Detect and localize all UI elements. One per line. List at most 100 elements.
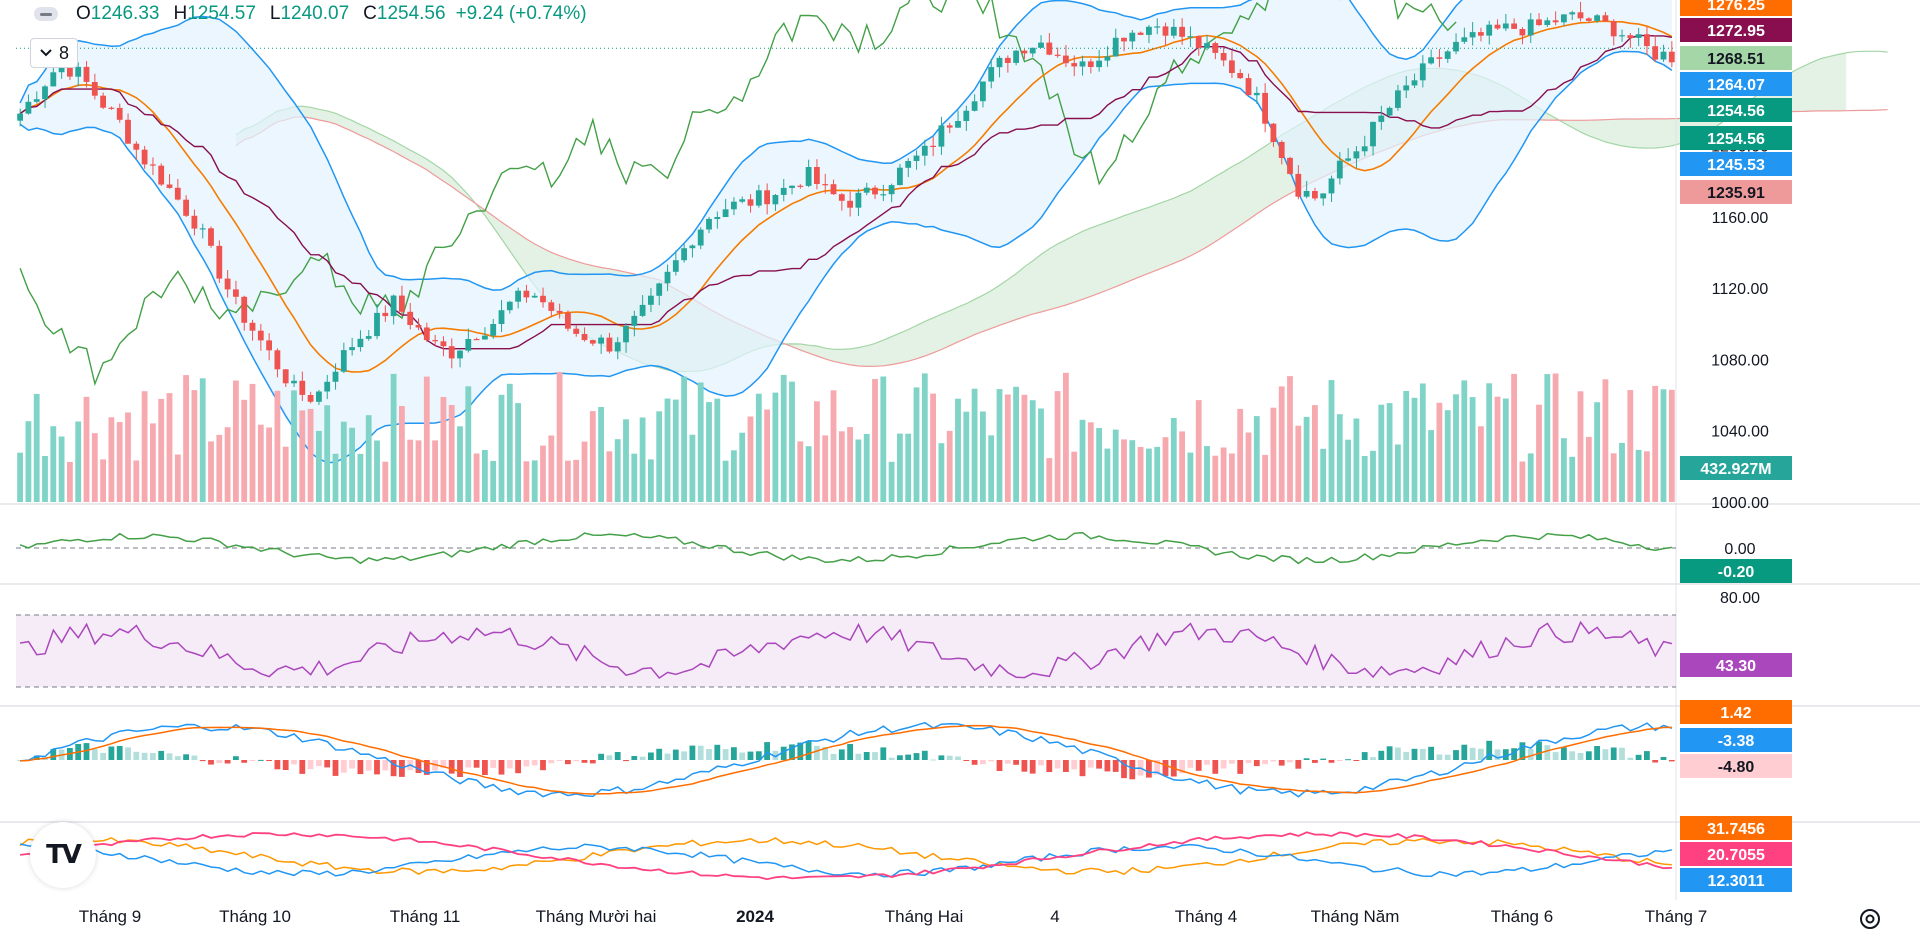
low-label: L — [269, 3, 281, 24]
candle-body — [1204, 43, 1210, 48]
candle-body — [199, 228, 206, 230]
candle-body — [755, 190, 762, 206]
volume-bar — [1303, 416, 1310, 502]
candle-body — [490, 324, 497, 336]
volume-bar — [847, 427, 853, 502]
indicators-toggle-button[interactable]: 8 — [30, 38, 79, 68]
macd-histogram-bar — [1610, 747, 1617, 760]
candle-body — [631, 315, 638, 326]
volume-bar — [805, 446, 812, 502]
volume-bar — [1104, 448, 1111, 502]
volume-bar — [349, 427, 355, 502]
candle-body — [423, 327, 430, 341]
macd-histogram-bar — [1096, 760, 1102, 769]
macd-histogram-bar — [1303, 758, 1310, 760]
volume-bar — [208, 441, 214, 502]
volume-bar — [780, 374, 787, 502]
gear-icon[interactable] — [1856, 905, 1884, 933]
macd-histogram-bar — [1013, 760, 1019, 765]
adx-label: 20.7055 — [1707, 847, 1765, 864]
volume-bar — [681, 376, 687, 502]
macd-histogram-bar — [639, 756, 646, 760]
macd-histogram-bar — [1295, 760, 1302, 769]
candle-body — [1262, 92, 1268, 124]
macd-histogram-bar — [1461, 744, 1468, 760]
candle-body — [648, 295, 654, 305]
volume-bar — [282, 446, 289, 502]
macd-histogram-bar — [838, 749, 845, 760]
macd-histogram-bar — [1312, 760, 1318, 763]
volume-bar — [996, 389, 1003, 502]
volume-bar — [67, 462, 73, 502]
candle-body — [108, 107, 115, 109]
volume-bar — [880, 376, 887, 502]
candle-body — [17, 113, 23, 121]
volume-bar — [797, 441, 804, 502]
candle-body — [282, 369, 289, 384]
eye-toggle-icon[interactable] — [34, 7, 58, 21]
volume-bar — [1187, 452, 1194, 502]
macd-histogram-bar — [448, 760, 455, 774]
volume-bar — [1071, 451, 1078, 502]
time-tick-label: 4 — [1050, 907, 1059, 926]
candle-body — [1536, 19, 1542, 26]
candle-body — [581, 334, 588, 341]
price-axis[interactable]: 1200.001160.001120.001080.001040.001000.… — [1680, 0, 1792, 892]
macd-histogram-bar — [739, 752, 746, 760]
candle-body — [1038, 42, 1044, 48]
volume-bar — [266, 427, 272, 502]
macd-histogram-bar — [1262, 760, 1268, 765]
candle-body — [1610, 21, 1617, 37]
volume-bar — [1569, 456, 1576, 502]
volume-bar — [299, 410, 306, 502]
candle-body — [672, 260, 679, 272]
macd-histogram-bar — [1146, 760, 1152, 778]
volume-bar — [432, 440, 438, 502]
volume-bar — [1328, 380, 1335, 502]
macd-histogram-bar — [1411, 748, 1418, 760]
volume-bar — [573, 459, 580, 502]
volume-bar — [656, 411, 663, 502]
volume-bar — [1469, 397, 1476, 502]
candle-body — [1029, 47, 1036, 54]
candle-body — [623, 325, 629, 343]
time-axis[interactable]: Tháng 9 Tháng 10 Tháng 11 Tháng Mười hai 202… — [79, 907, 1707, 926]
candle-body — [1237, 73, 1244, 79]
price-label-bg — [1680, 152, 1792, 176]
macd-histogram-bar — [1511, 748, 1517, 760]
macd-histogram-bar — [1419, 748, 1426, 760]
price-label: 1245.53 — [1707, 157, 1765, 174]
volume-bar — [789, 381, 795, 502]
candle-body — [1361, 146, 1368, 152]
volume-bar — [930, 393, 936, 502]
adx-label: 31.7456 — [1707, 821, 1765, 838]
macd-histogram-bar — [224, 760, 231, 764]
candle-body — [316, 391, 322, 402]
volume-bar — [257, 424, 264, 502]
volume-bar — [1619, 442, 1625, 502]
tradingview-logo[interactable]: TV — [30, 822, 96, 888]
macd-histogram-bar — [1129, 760, 1136, 780]
volume-bar — [739, 432, 746, 502]
macd-histogram-bar — [930, 759, 936, 761]
volume-bar — [1602, 379, 1609, 502]
price-pane[interactable] — [0, 0, 1920, 900]
volume-bar — [307, 408, 314, 502]
macd-histogram-bar — [515, 760, 521, 774]
macd-histogram-bar — [1594, 746, 1600, 760]
candle-body — [257, 330, 264, 341]
time-tick-label: Tháng Năm — [1311, 907, 1400, 926]
volume-bar — [1444, 410, 1451, 502]
volume-bar — [838, 431, 845, 502]
candle-body — [1478, 32, 1484, 36]
candle-body — [25, 101, 32, 114]
candle-body — [614, 342, 621, 352]
osc-zero-label: 0.00 — [1724, 541, 1755, 558]
candle-body — [531, 295, 538, 298]
macd-histogram-bar — [291, 760, 297, 765]
volume-bar — [697, 382, 704, 502]
volume-bar — [1561, 438, 1567, 502]
volume-bar — [1112, 429, 1119, 502]
macd-histogram-bar — [1635, 754, 1642, 760]
